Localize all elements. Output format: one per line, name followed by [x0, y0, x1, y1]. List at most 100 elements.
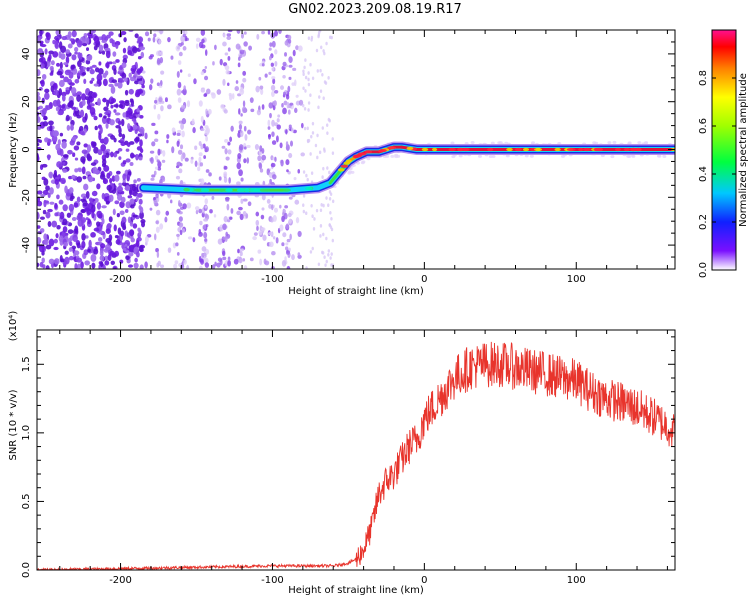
noise-dot — [331, 151, 335, 155]
noise-dot — [54, 212, 59, 217]
noise-dot — [183, 85, 186, 91]
noise-dot — [470, 141, 475, 145]
noise-dot — [325, 41, 328, 46]
noise-dot — [238, 169, 243, 177]
noise-dot — [64, 256, 70, 265]
noise-dot — [154, 166, 159, 170]
noise-dot — [227, 260, 231, 267]
colorbar-ticks: 0.0 0.2 0.4 0.6 0.8 — [698, 70, 736, 278]
noise-dot — [255, 211, 260, 217]
noise-dot — [122, 112, 127, 118]
trace-blob — [421, 147, 429, 152]
noise-dot — [258, 162, 263, 170]
noise-dot — [281, 259, 287, 267]
noise-dot — [292, 67, 297, 71]
noise-dot — [176, 88, 182, 96]
noise-dot — [70, 124, 74, 131]
noise-dot — [167, 36, 171, 43]
noise-dot — [83, 183, 89, 191]
noise-dot — [315, 208, 319, 213]
noise-dot — [162, 150, 166, 157]
noise-dot — [153, 104, 157, 110]
y-tick-label: 20 — [21, 95, 32, 108]
noise-dot — [212, 264, 216, 269]
noise-dot — [327, 252, 330, 257]
noise-dot — [177, 199, 181, 206]
noise-dot — [157, 166, 162, 171]
noise-dot — [173, 263, 178, 269]
noise-dot — [67, 229, 74, 234]
noise-dot — [124, 89, 129, 96]
noise-dot — [177, 81, 182, 89]
noise-dot — [166, 134, 170, 139]
noise-dot — [184, 157, 189, 162]
noise-dot — [71, 106, 77, 110]
noise-dot — [129, 76, 136, 82]
noise-dot — [239, 213, 244, 221]
noise-dot — [243, 41, 248, 47]
noise-dot — [235, 80, 239, 84]
noise-dot — [325, 123, 329, 127]
noise-dot — [312, 227, 316, 231]
noise-dot — [297, 252, 301, 257]
noise-dot — [203, 155, 207, 159]
trace-blob — [387, 146, 397, 150]
trace-blob — [635, 147, 642, 152]
noise-dot — [257, 155, 262, 162]
noise-dot — [132, 124, 138, 130]
noise-dot — [153, 99, 158, 104]
noise-dot — [323, 255, 326, 260]
noise-dot — [44, 92, 50, 100]
noise-dot — [48, 238, 55, 247]
noise-dot — [139, 211, 144, 220]
noise-dot — [178, 216, 183, 222]
noise-dot — [45, 211, 51, 219]
noise-dot — [260, 88, 264, 95]
noise-dot — [96, 73, 103, 82]
noise-dot — [524, 154, 529, 158]
noise-dot — [37, 230, 43, 235]
noise-dot — [149, 207, 153, 211]
noise-dot — [82, 43, 88, 47]
trace-blob — [582, 147, 591, 152]
noise-dot — [267, 119, 271, 127]
noise-dot — [85, 96, 89, 101]
noise-dot — [298, 99, 304, 106]
noise-dot — [56, 225, 61, 230]
noise-dot — [42, 108, 47, 115]
noise-dot — [91, 191, 97, 197]
noise-dot — [238, 123, 243, 131]
noise-dot — [127, 122, 131, 130]
noise-dot — [276, 118, 280, 123]
noise-dot — [281, 215, 285, 222]
noise-dot — [78, 168, 82, 173]
colorbar-tick-label: 0.2 — [698, 214, 709, 230]
noise-dot — [291, 254, 295, 261]
noise-dot — [119, 100, 125, 104]
noise-dot — [295, 217, 300, 224]
noise-dot — [458, 154, 463, 158]
noise-dot — [80, 198, 86, 202]
noise-dot — [264, 73, 268, 78]
noise-dot — [71, 136, 77, 141]
noise-dot — [198, 100, 203, 107]
noise-dot — [118, 104, 124, 109]
noise-dot — [158, 97, 163, 103]
x-tick-label: 100 — [567, 575, 586, 586]
noise-dot — [290, 140, 294, 147]
noise-dot — [89, 103, 95, 107]
noise-dot — [67, 149, 73, 155]
noise-dot — [123, 77, 128, 82]
noise-dot — [477, 154, 482, 158]
noise-dot — [178, 51, 183, 57]
noise-dot — [106, 184, 112, 191]
noise-dot — [224, 138, 229, 143]
noise-dot — [324, 263, 327, 267]
noise-dot — [302, 194, 306, 198]
noise-dot — [321, 250, 324, 255]
noise-dot — [124, 101, 130, 107]
noise-dot — [87, 175, 94, 183]
noise-dot — [268, 47, 272, 51]
noise-dot — [109, 250, 115, 256]
noise-dot — [41, 97, 45, 104]
